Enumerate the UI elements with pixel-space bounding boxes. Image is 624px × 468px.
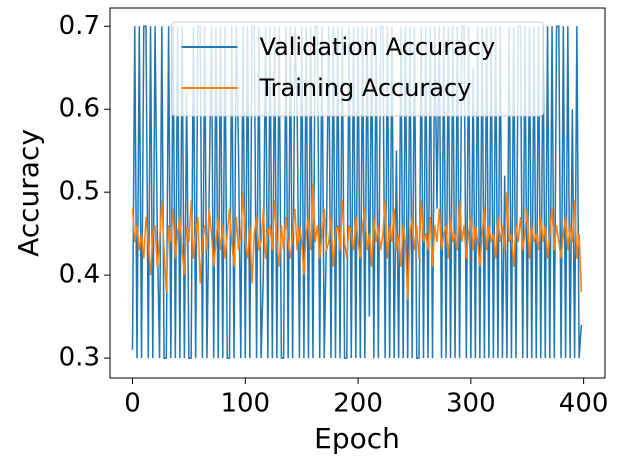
plot-frame [109,7,606,379]
x-tick-label: 400 [559,389,609,419]
legend-label: Training Accuracy [259,74,472,102]
x-axis-label: Epoch [314,422,400,455]
series-line [131,183,583,301]
legend-label: Validation Accuracy [260,33,496,61]
y-tick-label: 0.4 [59,260,100,290]
x-tick-label: 100 [220,389,270,419]
y-tick-label: 0.5 [59,177,100,207]
y-tick-label: 0.7 [59,11,100,41]
y-tick-label: 0.6 [59,94,100,124]
legend-box [171,21,544,117]
x-tick-label: 0 [124,389,141,419]
y-axis-label: Accuracy [12,129,45,257]
series-line [131,25,583,359]
x-tick-label: 200 [333,389,383,419]
x-tick-label: 300 [446,389,496,419]
y-tick-label: 0.3 [59,343,100,373]
